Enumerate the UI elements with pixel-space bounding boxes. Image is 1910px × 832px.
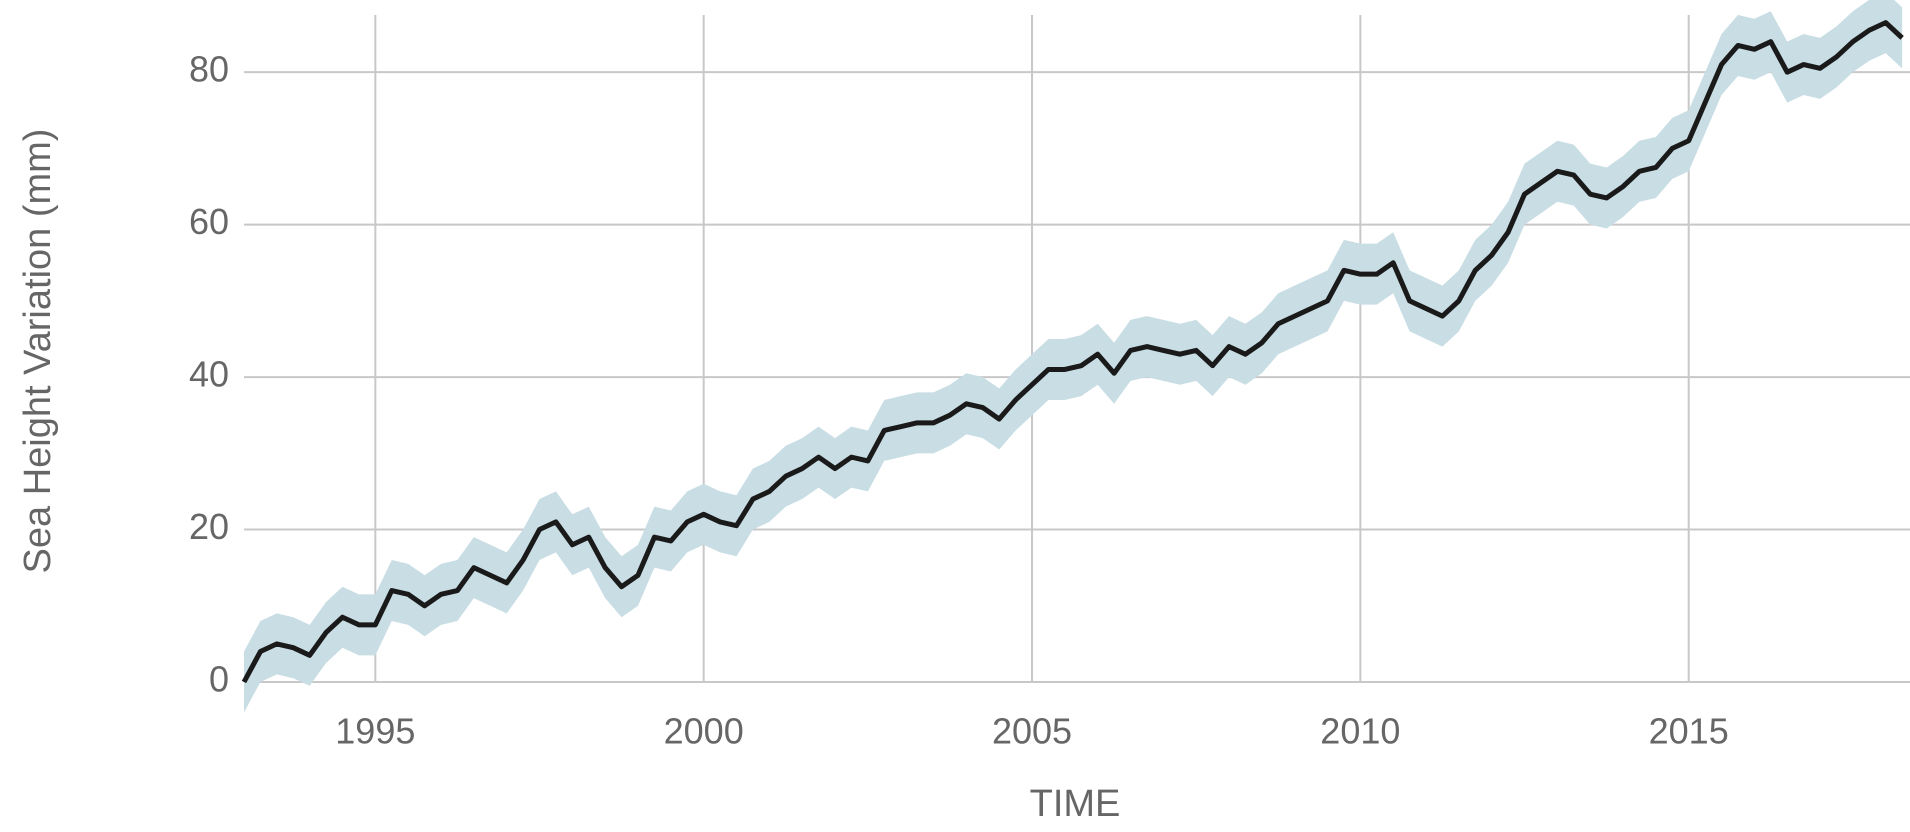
x-axis-title: TIME [1030,783,1121,825]
x-tick-label: 2015 [1649,711,1729,752]
y-tick-label: 80 [189,49,229,90]
y-tick-label: 20 [189,506,229,547]
y-tick-label: 40 [189,354,229,395]
y-axis-title: Sea Height Variation (mm) [17,129,59,574]
line [241,20,1904,684]
x-tick-label: 1995 [335,711,415,752]
y-tick-label: 60 [189,201,229,242]
x-tick-label: 2005 [992,711,1072,752]
x-tick-label: 2010 [1320,711,1400,752]
y-tick-label: 0 [209,659,229,700]
x-tick-label: 2000 [664,711,744,752]
uncertainty-band [244,0,1903,713]
